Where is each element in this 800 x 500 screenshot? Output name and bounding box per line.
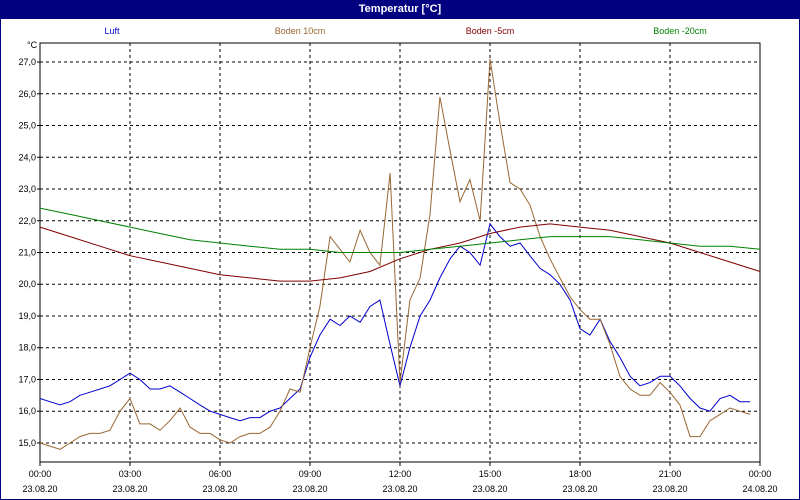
- y-tick-label: 15,0: [18, 438, 36, 448]
- y-tick-label: 22,0: [18, 216, 36, 226]
- legend-item-boden-10cm: Boden 10cm: [275, 26, 326, 36]
- legend-item-boden-5cm: Boden -5cm: [466, 26, 515, 36]
- chart-title: Temperatur [°C]: [0, 0, 800, 19]
- y-axis: °C 15,0 16,0 17,0 18,0 19,0 20,0 21,0 22,0 23,0 2…: [18, 40, 40, 448]
- grid: [40, 43, 760, 462]
- x-tick-date-label: 23.08.20: [562, 484, 597, 494]
- y-tick-label: 17,0: [18, 374, 36, 384]
- x-tick-time-label: 21:00: [659, 469, 682, 479]
- x-tick-time-label: 00:00: [749, 469, 772, 479]
- x-tick-date-label: 23.08.20: [22, 484, 57, 494]
- x-tick-time-label: 12:00: [389, 469, 412, 479]
- series-line-boden-10cm: [39, 58, 751, 450]
- y-tick-label: 18,0: [18, 343, 36, 353]
- legend-item-luft: Luft: [104, 26, 120, 36]
- y-tick-label: 26,0: [18, 89, 36, 99]
- y-axis-unit-label: °C: [27, 40, 38, 50]
- x-tick-date-label: 23.08.20: [652, 484, 687, 494]
- x-axis: 00:00 23.08.20 03:00 23.08.20 06:00 23.08.20 0…: [22, 462, 778, 494]
- y-tick-label: 20,0: [18, 279, 36, 289]
- series-lines: [39, 58, 761, 450]
- y-tick-label: 24,0: [18, 152, 36, 162]
- y-tick-label: 21,0: [18, 248, 36, 258]
- x-tick-date-label: 23.08.20: [112, 484, 147, 494]
- x-tick-time-label: 18:00: [569, 469, 592, 479]
- legend: Luft Boden 10cm Boden -5cm Boden -20cm: [104, 26, 706, 36]
- y-tick-label: 27,0: [18, 57, 36, 67]
- x-tick-time-label: 15:00: [479, 469, 502, 479]
- x-tick-date-label: 23.08.20: [382, 484, 417, 494]
- series-line-boden-5cm: [39, 223, 761, 282]
- y-tick-label: 25,0: [18, 121, 36, 131]
- x-tick-date-label: 24.08.20: [742, 484, 777, 494]
- x-tick-time-label: 09:00: [299, 469, 322, 479]
- x-tick-time-label: 03:00: [119, 469, 142, 479]
- y-tick-label: 19,0: [18, 311, 36, 321]
- series-line-luft: [39, 222, 751, 422]
- x-tick-date-label: 23.08.20: [472, 484, 507, 494]
- legend-item-boden-20cm: Boden -20cm: [653, 26, 707, 36]
- x-tick-date-label: 23.08.20: [292, 484, 327, 494]
- x-tick-date-label: 23.08.20: [202, 484, 237, 494]
- y-tick-label: 16,0: [18, 406, 36, 416]
- x-tick-time-label: 00:00: [29, 469, 52, 479]
- x-tick-time-label: 06:00: [209, 469, 232, 479]
- series-line-boden-20cm: [39, 207, 761, 253]
- y-tick-label: 23,0: [18, 184, 36, 194]
